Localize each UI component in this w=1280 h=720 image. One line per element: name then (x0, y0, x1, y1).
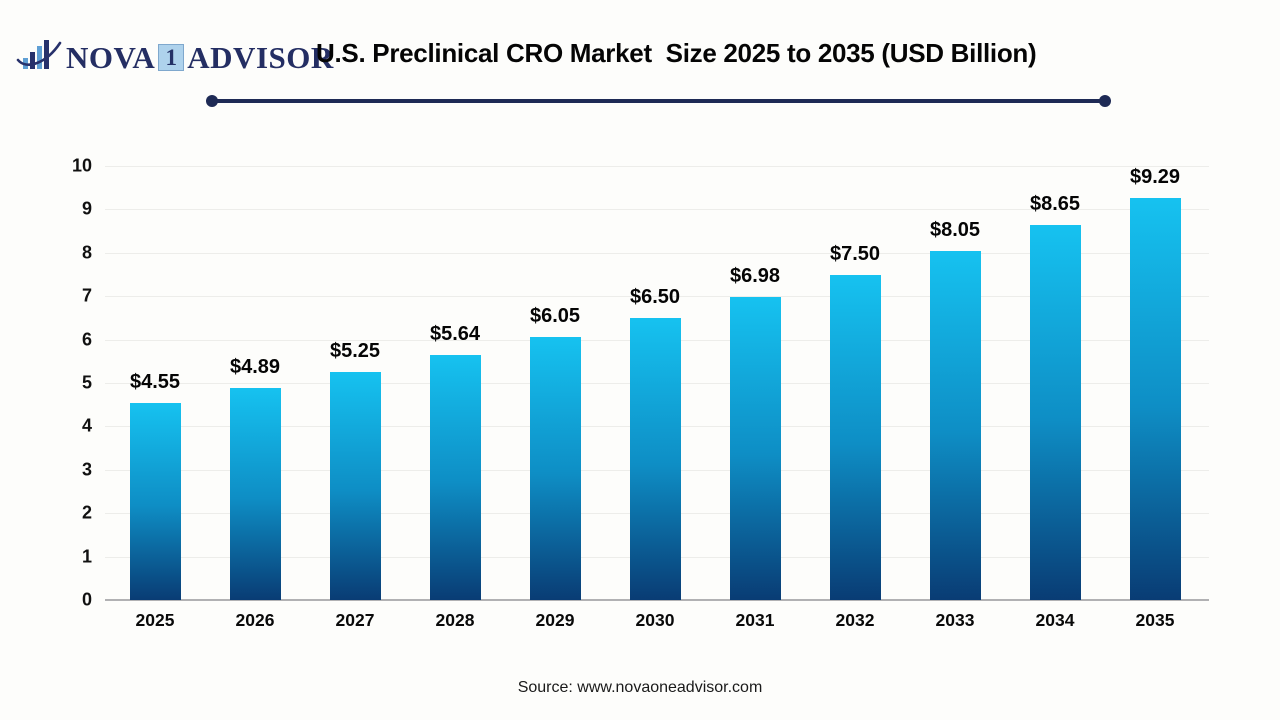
divider-dot-left (206, 95, 218, 107)
bar-value-label: $5.25 (329, 340, 381, 363)
bar-column: $6.98 2031 (708, 166, 802, 630)
bar (1029, 224, 1081, 600)
y-tick-label: 8 (81, 242, 92, 263)
x-tick-label: 2034 (1035, 610, 1075, 630)
y-axis: 0 1 2 3 4 5 6 7 8 9 10 (30, 156, 92, 610)
y-tick-label: 3 (81, 459, 92, 480)
x-axis-baseline (105, 599, 1209, 601)
divider-dot-right (1099, 95, 1111, 107)
bar-value-label: $8.65 (1029, 192, 1081, 215)
bar (329, 372, 381, 600)
logo-word-advisor: ADVISOR (187, 40, 334, 75)
y-tick-label: 6 (81, 329, 92, 350)
bar-column: $5.25 2027 (308, 166, 402, 630)
x-tick-label: 2031 (735, 610, 775, 630)
y-tick-label: 10 (71, 155, 92, 176)
x-tick-label: 2026 (235, 610, 275, 630)
bar-column: $8.65 2034 (1008, 166, 1102, 630)
bar-column: $4.55 2025 (108, 166, 202, 630)
bar-value-label: $4.55 (129, 370, 181, 393)
bar (1129, 198, 1181, 600)
x-tick-label: 2029 (535, 610, 575, 630)
logo-word-nova: NOVA (66, 40, 156, 75)
bar (929, 250, 981, 600)
bar-column: $4.89 2026 (208, 166, 302, 630)
bar-chart-swoosh-icon (16, 36, 62, 79)
x-tick-label: 2035 (1135, 610, 1175, 630)
x-tick-label: 2028 (435, 610, 475, 630)
gridline (105, 252, 1209, 254)
bar (729, 297, 781, 600)
bar (429, 355, 481, 600)
bar-column: $9.29 2035 (1108, 166, 1202, 630)
y-tick-label: 5 (81, 372, 92, 393)
bar-value-label: $6.50 (629, 285, 681, 308)
bar-column: $6.50 2030 (608, 166, 702, 630)
bar-value-label: $8.05 (929, 218, 981, 241)
bar (229, 387, 281, 600)
bar-value-label: $6.05 (529, 305, 581, 328)
bar-value-label: $7.50 (829, 242, 881, 265)
y-tick-label: 7 (81, 285, 92, 306)
y-tick-label: 9 (81, 198, 92, 219)
x-tick-label: 2025 (135, 610, 175, 630)
bar (129, 402, 181, 600)
bar-value-label: $6.98 (729, 265, 781, 288)
x-tick-label: 2033 (935, 610, 975, 630)
bar (829, 274, 881, 600)
x-tick-label: 2030 (635, 610, 675, 630)
bar (629, 317, 681, 600)
source-note: Source: www.novaoneadvisor.com (517, 679, 763, 696)
bar-value-label: $4.89 (229, 355, 281, 378)
plot-area: $4.55 2025 $4.89 2026 $5.25 2027 $5.64 2028 $6.0… (105, 166, 1209, 630)
chart-title: U.S. Preclinical CRO Market Size 2025 to… (316, 38, 1037, 68)
title-divider-line (206, 95, 1111, 107)
bar-value-label: $5.64 (429, 323, 481, 346)
bar-column: $8.05 2033 (908, 166, 1002, 630)
gridline (105, 296, 1209, 298)
x-tick-label: 2032 (835, 610, 875, 630)
y-tick-label: 1 (81, 546, 92, 567)
y-tick-label: 0 (81, 589, 92, 610)
logo-badge-one: 1 (158, 44, 185, 71)
bar-column: $6.05 2029 (508, 166, 602, 630)
y-tick-label: 2 (81, 502, 92, 523)
gridline (105, 209, 1209, 211)
y-tick-label: 4 (81, 415, 92, 436)
bar-column: $7.50 2032 (808, 166, 902, 630)
x-tick-label: 2027 (335, 610, 375, 630)
bar-value-label: $9.29 (1129, 166, 1181, 188)
gridline (105, 166, 1209, 167)
logo: NOVA 1 ADVISOR (16, 36, 334, 79)
bar (529, 337, 581, 600)
bar-column: $5.64 2028 (408, 166, 502, 630)
